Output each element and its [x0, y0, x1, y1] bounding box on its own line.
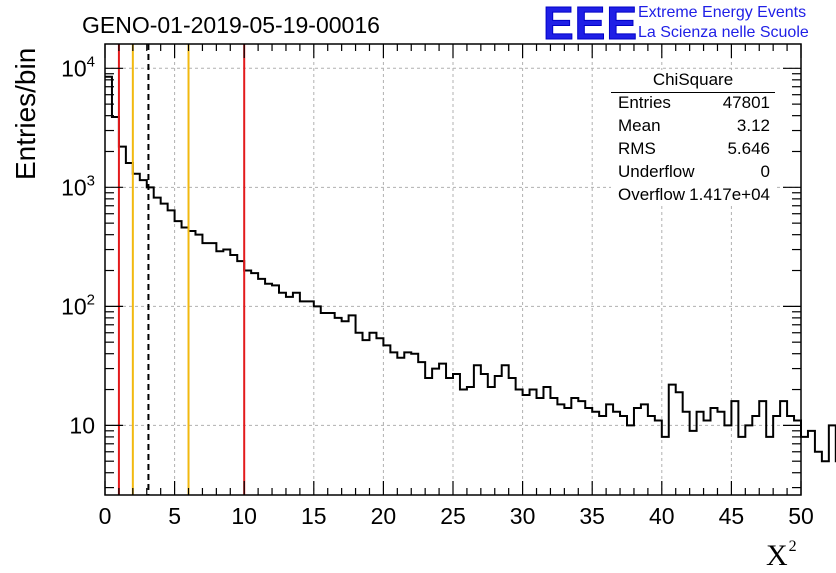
y-tick-label-exponent: 2 — [87, 291, 95, 308]
x-tick-label: 0 — [99, 503, 112, 529]
y-axis-label: Entries/bin — [10, 47, 41, 180]
x-axis-label: X2 — [766, 538, 797, 573]
y-tick-label: 104 — [61, 53, 95, 81]
brand-subtitle-2: La Scienza nelle Scuole — [638, 24, 809, 41]
x-tick-label: 50 — [788, 503, 814, 529]
y-tick-label: 10 — [69, 412, 95, 438]
x-tick-label: 25 — [440, 503, 466, 529]
stats-label: Entries — [618, 93, 671, 112]
stats-title: ChiSquare — [611, 70, 775, 93]
eee-logo: EEE — [542, 0, 639, 50]
x-tick-label: 10 — [231, 503, 257, 529]
x-tick-labels: 0 5 10 15 20 25 30 35 40 45 50 — [99, 503, 814, 529]
x-tick-label: 30 — [510, 503, 536, 529]
stats-row-rms: RMS 5.646 — [618, 139, 770, 161]
x-tick-label: 40 — [649, 503, 675, 529]
stats-row-mean: Mean 3.12 — [618, 116, 770, 138]
stats-label: RMS — [618, 139, 656, 158]
x-tick-label: 45 — [719, 503, 745, 529]
stats-row-underflow: Underflow 0 — [618, 162, 770, 184]
y-tick-label: 102 — [61, 291, 95, 319]
x-tick-label: 35 — [579, 503, 605, 529]
y-tick-label-exponent: 4 — [87, 53, 95, 70]
axis-ticks — [104, 44, 802, 495]
x-axis-label-exponent: 2 — [788, 538, 797, 555]
x-axis-label-base: X — [766, 539, 788, 572]
stats-box: ChiSquare Entries 47801 Mean 3.12 RMS 5.… — [611, 70, 775, 204]
reference-lines — [117, 44, 246, 495]
stats-label: Overflow — [618, 185, 686, 204]
y-tick-label: 103 — [61, 172, 95, 200]
stats-value: 3.12 — [736, 116, 770, 135]
x-tick-label: 15 — [301, 503, 327, 529]
stats-value: 1.417e+04 — [689, 185, 770, 204]
stats-value: 47801 — [722, 93, 770, 112]
brand-subtitle-1: Extreme Energy Events — [638, 4, 807, 21]
stats-value: 0 — [760, 162, 770, 181]
y-tick-label-base: 10 — [69, 412, 95, 438]
stats-row-entries: Entries 47801 — [618, 93, 770, 115]
y-tick-label-base: 10 — [61, 174, 87, 200]
y-tick-label-base: 10 — [61, 293, 87, 319]
stats-label: Mean — [618, 116, 661, 135]
stats-label: Underflow — [618, 162, 695, 181]
y-tick-label-base: 10 — [61, 55, 87, 81]
stats-row-overflow: Overflow 1.417e+04 — [618, 185, 770, 207]
y-tick-label-exponent: 3 — [87, 172, 95, 189]
stats-value: 5.646 — [727, 139, 770, 158]
grid-lines — [105, 44, 801, 495]
x-tick-label: 5 — [168, 503, 181, 529]
x-tick-label: 20 — [371, 503, 397, 529]
chart-title: GENO-01-2019-05-19-00016 — [82, 12, 380, 38]
